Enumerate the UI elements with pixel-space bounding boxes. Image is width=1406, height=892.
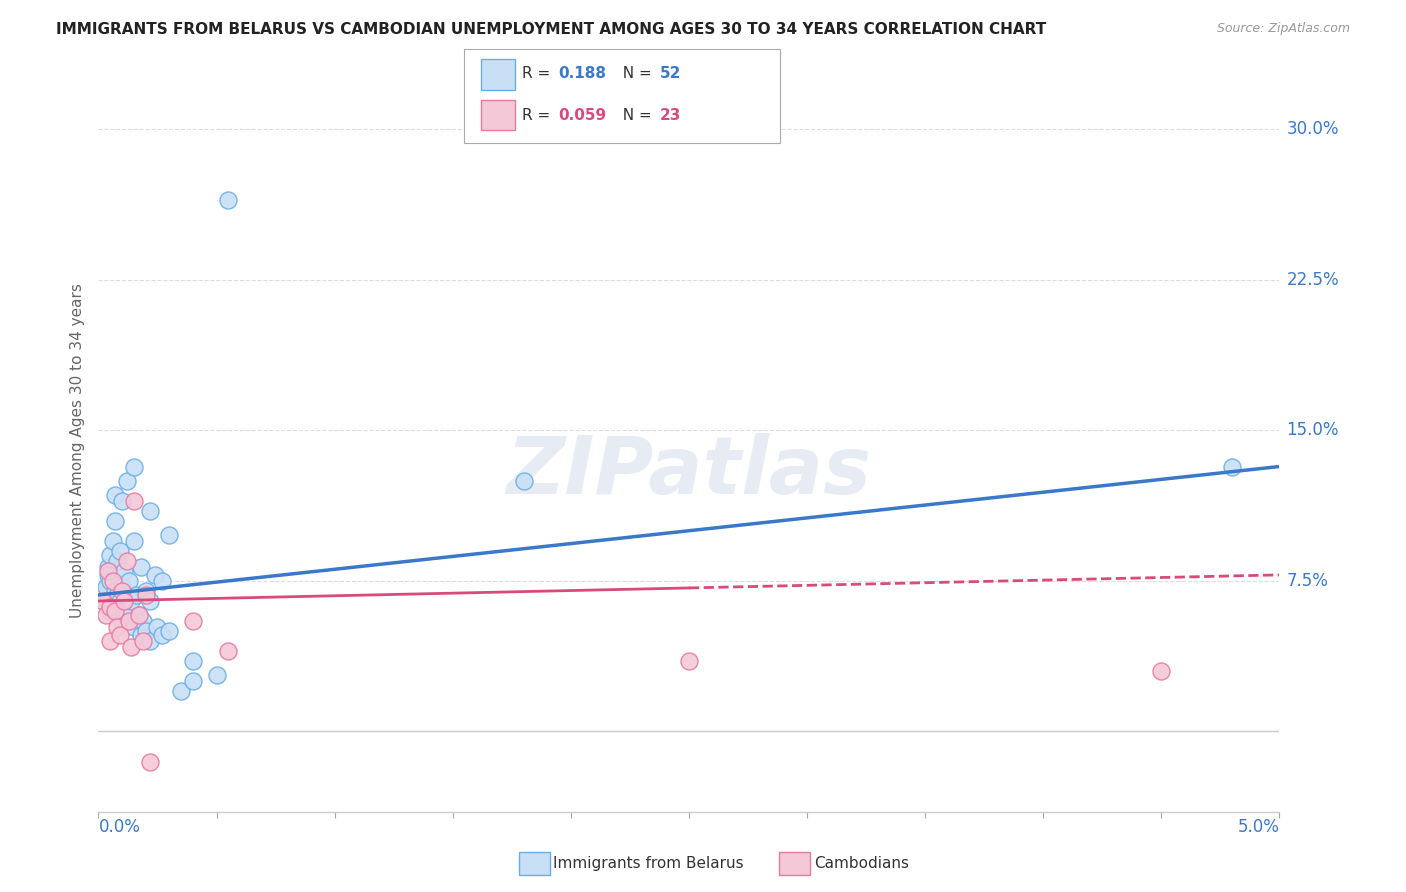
Point bbox=[115, 554, 138, 568]
Point bbox=[121, 594, 143, 608]
Y-axis label: Unemployment Among Ages 30 to 34 years: Unemployment Among Ages 30 to 34 years bbox=[69, 283, 84, 618]
Point bbox=[157, 624, 180, 639]
Text: 52: 52 bbox=[659, 66, 681, 81]
Point bbox=[129, 560, 152, 574]
Point bbox=[132, 634, 155, 648]
Point bbox=[118, 574, 141, 588]
Point bbox=[111, 580, 134, 594]
Point bbox=[1220, 459, 1243, 474]
Text: Immigrants from Belarus: Immigrants from Belarus bbox=[553, 856, 744, 871]
Point bbox=[128, 608, 150, 623]
Point bbox=[98, 604, 121, 618]
Point bbox=[104, 514, 127, 528]
Point bbox=[129, 628, 152, 642]
Point bbox=[108, 594, 131, 608]
Point bbox=[150, 574, 173, 588]
Point bbox=[121, 640, 143, 655]
Text: 7.5%: 7.5% bbox=[1286, 572, 1329, 590]
Point bbox=[111, 493, 134, 508]
Point bbox=[181, 674, 204, 689]
Point bbox=[91, 588, 114, 602]
Point bbox=[94, 608, 117, 623]
Point bbox=[104, 584, 127, 599]
Point bbox=[112, 604, 135, 618]
Text: 5.0%: 5.0% bbox=[1237, 818, 1279, 836]
Point bbox=[98, 548, 121, 562]
Point bbox=[1150, 664, 1173, 679]
Point bbox=[105, 554, 128, 568]
Point bbox=[115, 474, 138, 488]
Point bbox=[181, 654, 204, 668]
Text: 0.059: 0.059 bbox=[558, 108, 606, 122]
Point bbox=[139, 755, 162, 769]
Point bbox=[217, 193, 239, 207]
Text: R =: R = bbox=[522, 66, 555, 81]
Text: N =: N = bbox=[613, 66, 657, 81]
Point bbox=[105, 588, 128, 602]
Point bbox=[111, 614, 134, 628]
Point bbox=[98, 634, 121, 648]
Point bbox=[122, 493, 145, 508]
Text: 0.0%: 0.0% bbox=[98, 818, 141, 836]
Point bbox=[97, 568, 120, 582]
Point bbox=[135, 584, 157, 599]
Point bbox=[139, 503, 162, 517]
Point bbox=[128, 608, 150, 623]
Point bbox=[217, 644, 239, 658]
Point bbox=[118, 614, 141, 628]
Point bbox=[139, 634, 162, 648]
Text: Cambodians: Cambodians bbox=[814, 856, 910, 871]
Point bbox=[111, 584, 134, 599]
Point bbox=[122, 620, 145, 634]
Point bbox=[97, 560, 120, 574]
Point bbox=[108, 544, 131, 558]
Text: 15.0%: 15.0% bbox=[1286, 421, 1339, 440]
Text: Source: ZipAtlas.com: Source: ZipAtlas.com bbox=[1216, 22, 1350, 36]
Point bbox=[101, 574, 124, 588]
Point bbox=[98, 600, 121, 615]
Point bbox=[122, 459, 145, 474]
Point bbox=[101, 533, 124, 548]
Point bbox=[101, 600, 124, 615]
Point bbox=[143, 568, 166, 582]
Text: N =: N = bbox=[613, 108, 657, 122]
Text: 23: 23 bbox=[659, 108, 681, 122]
Text: IMMIGRANTS FROM BELARUS VS CAMBODIAN UNEMPLOYMENT AMONG AGES 30 TO 34 YEARS CORR: IMMIGRANTS FROM BELARUS VS CAMBODIAN UNE… bbox=[56, 22, 1046, 37]
Point bbox=[157, 528, 180, 542]
Point bbox=[108, 628, 131, 642]
Point bbox=[146, 620, 169, 634]
Point bbox=[181, 614, 204, 628]
Point bbox=[98, 574, 121, 588]
Text: 0.188: 0.188 bbox=[558, 66, 606, 81]
Point bbox=[132, 614, 155, 628]
Point bbox=[678, 654, 700, 668]
Point bbox=[112, 594, 135, 608]
Text: 30.0%: 30.0% bbox=[1286, 120, 1339, 138]
Point bbox=[150, 628, 173, 642]
Point bbox=[122, 533, 145, 548]
Point bbox=[97, 564, 120, 578]
Point bbox=[115, 608, 138, 623]
Point bbox=[94, 580, 117, 594]
Point bbox=[139, 594, 162, 608]
Point bbox=[112, 564, 135, 578]
Text: R =: R = bbox=[522, 108, 555, 122]
Point bbox=[94, 594, 117, 608]
Point bbox=[170, 684, 193, 698]
Point bbox=[104, 604, 127, 618]
Point bbox=[135, 588, 157, 602]
Point bbox=[205, 668, 228, 682]
Point bbox=[135, 624, 157, 639]
Point bbox=[91, 594, 114, 608]
Point bbox=[125, 588, 148, 602]
Text: 22.5%: 22.5% bbox=[1286, 271, 1339, 289]
Point bbox=[512, 474, 534, 488]
Point bbox=[105, 620, 128, 634]
Point bbox=[104, 487, 127, 501]
Text: ZIPatlas: ZIPatlas bbox=[506, 434, 872, 511]
